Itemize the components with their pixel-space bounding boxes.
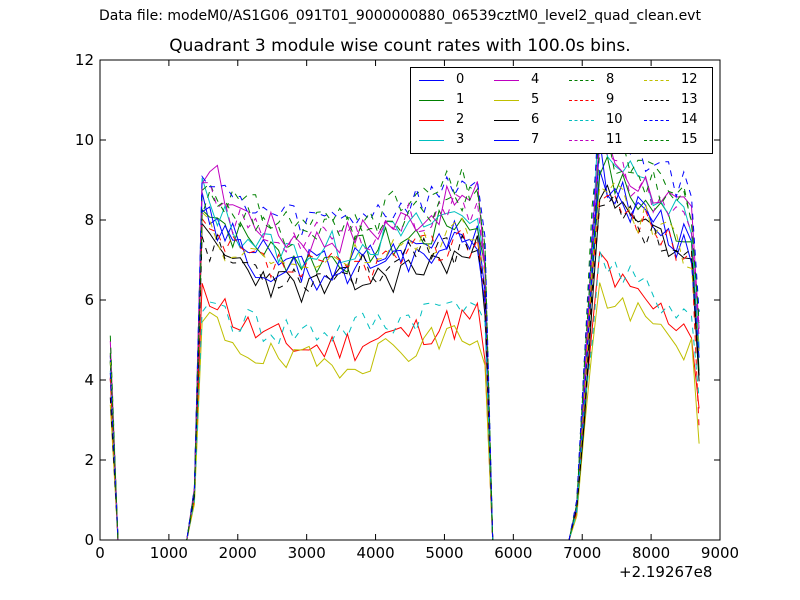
legend-label-1: 1 bbox=[456, 92, 465, 107]
x-tick-label-3000: 3000 bbox=[288, 544, 326, 562]
legend-label-2: 2 bbox=[456, 112, 465, 127]
legend-item-9: 9 bbox=[569, 91, 641, 109]
chart-title: Quadrant 3 module wise count rates with … bbox=[169, 36, 631, 56]
legend-swatch-2 bbox=[419, 120, 444, 121]
legend-item-3: 3 bbox=[419, 131, 491, 149]
legend-item-14: 14 bbox=[644, 111, 716, 129]
legend-label-9: 9 bbox=[606, 92, 615, 107]
y-tick-label-12: 12 bbox=[75, 51, 94, 69]
legend-swatch-13 bbox=[644, 100, 669, 101]
legend-item-15: 15 bbox=[644, 131, 716, 149]
y-tick-label-8: 8 bbox=[84, 211, 94, 229]
x-tick-label-9000: 9000 bbox=[701, 544, 739, 562]
y-tick-label-2: 2 bbox=[84, 451, 94, 469]
legend-label-11: 11 bbox=[606, 132, 623, 147]
legend-item-8: 8 bbox=[569, 71, 641, 89]
legend-swatch-10 bbox=[569, 120, 594, 121]
x-tick-label-4000: 4000 bbox=[356, 544, 394, 562]
legend-item-4: 4 bbox=[494, 71, 566, 89]
legend: 0 1 2 3 4 5 6 7 8 9 10 11 12 13 14 15 bbox=[410, 67, 713, 154]
legend-item-12: 12 bbox=[644, 71, 716, 89]
y-tick-label-10: 10 bbox=[75, 131, 94, 149]
legend-item-0: 0 bbox=[419, 71, 491, 89]
legend-label-0: 0 bbox=[456, 72, 465, 87]
axis-layer: 0 1000 2000 3000 4000 5000 6000 7000 8000 9000 0 2 4… bbox=[75, 51, 739, 562]
legend-label-12: 12 bbox=[681, 72, 698, 87]
legend-swatch-8 bbox=[569, 80, 594, 81]
legend-swatch-1 bbox=[419, 100, 444, 101]
legend-item-7: 7 bbox=[494, 131, 566, 149]
legend-label-4: 4 bbox=[531, 72, 540, 87]
legend-swatch-0 bbox=[419, 80, 444, 81]
x-tick-label-7000: 7000 bbox=[563, 544, 601, 562]
legend-label-15: 15 bbox=[681, 132, 698, 147]
legend-swatch-12 bbox=[644, 80, 669, 81]
y-tick-label-0: 0 bbox=[84, 531, 94, 549]
legend-item-2: 2 bbox=[419, 111, 491, 129]
legend-label-8: 8 bbox=[606, 72, 615, 87]
series-line-1 bbox=[109, 155, 700, 541]
legend-swatch-14 bbox=[644, 120, 669, 121]
legend-swatch-6 bbox=[494, 120, 519, 121]
legend-swatch-5 bbox=[494, 100, 519, 101]
legend-swatch-9 bbox=[569, 100, 594, 101]
legend-label-6: 6 bbox=[531, 112, 540, 127]
legend-label-7: 7 bbox=[531, 132, 540, 147]
x-tick-label-5000: 5000 bbox=[425, 544, 463, 562]
legend-label-5: 5 bbox=[531, 92, 540, 107]
legend-swatch-3 bbox=[419, 140, 444, 141]
legend-label-3: 3 bbox=[456, 132, 465, 147]
legend-swatch-4 bbox=[494, 80, 519, 81]
legend-item-1: 1 bbox=[419, 91, 491, 109]
legend-item-6: 6 bbox=[494, 111, 566, 129]
legend-item-10: 10 bbox=[569, 111, 641, 129]
legend-swatch-15 bbox=[644, 140, 669, 141]
series-line-6 bbox=[109, 184, 700, 541]
y-tick-label-4: 4 bbox=[84, 371, 94, 389]
series-layer bbox=[109, 86, 700, 541]
x-tick-label-0: 0 bbox=[95, 544, 105, 562]
x-tick-label-6000: 6000 bbox=[494, 544, 532, 562]
legend-label-14: 14 bbox=[681, 112, 698, 127]
legend-item-5: 5 bbox=[494, 91, 566, 109]
series-line-5 bbox=[109, 282, 700, 541]
x-tick-label-8000: 8000 bbox=[632, 544, 670, 562]
legend-item-13: 13 bbox=[644, 91, 716, 109]
series-line-13 bbox=[109, 193, 700, 541]
legend-swatch-11 bbox=[569, 140, 594, 141]
legend-swatch-7 bbox=[494, 140, 519, 141]
x-tick-label-1000: 1000 bbox=[150, 544, 188, 562]
legend-label-10: 10 bbox=[606, 112, 623, 127]
x-tick-label-2000: 2000 bbox=[219, 544, 257, 562]
y-tick-label-6: 6 bbox=[84, 291, 94, 309]
suptitle: Data file: modeM0/AS1G06_091T01_90000008… bbox=[99, 8, 701, 24]
legend-label-13: 13 bbox=[681, 92, 698, 107]
series-line-10 bbox=[109, 250, 700, 541]
legend-item-11: 11 bbox=[569, 131, 641, 149]
x-offset-label: +2.19267e8 bbox=[619, 563, 713, 581]
